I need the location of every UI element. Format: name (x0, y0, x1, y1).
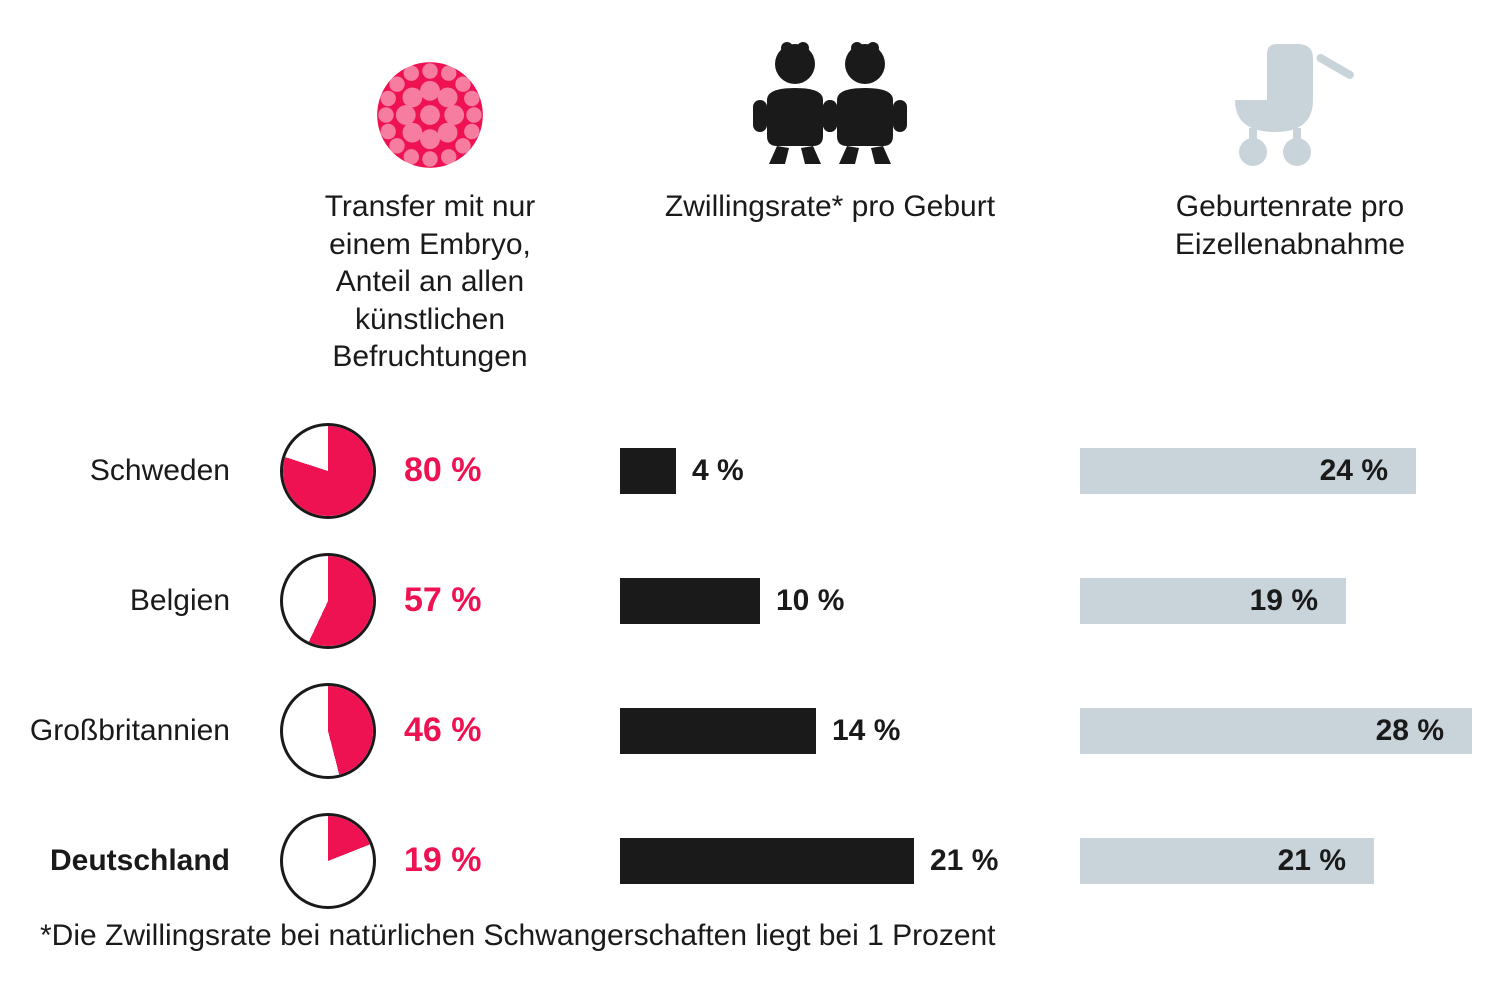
header-col-twins: Zwillingsrate* pro Geburt (620, 30, 1040, 406)
twin-bar-value: 14 % (832, 714, 900, 748)
header-col-pie-line1: Transfer mit nur einem Embryo, (325, 190, 536, 261)
birth-bar-cell: 28 % (1080, 666, 1500, 796)
header-col-twins-line1: Zwillingsrate* pro Geburt (665, 190, 995, 223)
twin-bar-cell: 14 % (620, 666, 1040, 796)
twin-bar-cell: 21 % (620, 796, 1040, 926)
embryo-icon (280, 30, 580, 170)
pie-chart (280, 423, 376, 519)
birth-bar: 24 % (1080, 448, 1416, 494)
header-col-birth: Geburtenrate pro Eizellenabnahme (1080, 30, 1500, 406)
birth-bar: 21 % (1080, 838, 1374, 884)
country-label: Deutschland (40, 796, 240, 926)
birth-bar-cell: 24 % (1080, 406, 1500, 536)
pie-chart (280, 553, 376, 649)
pie-value: 80 % (404, 451, 482, 490)
pie-value: 46 % (404, 711, 482, 750)
header-col-pie: Transfer mit nur einem Embryo, Anteil an… (280, 30, 580, 406)
birth-bar-value: 19 % (1250, 584, 1318, 618)
header-col-pie-line2: Anteil an allen künstlichen (336, 265, 524, 336)
twin-bar (620, 448, 676, 494)
birth-bar: 28 % (1080, 708, 1472, 754)
country-label: Großbritannien (40, 666, 240, 796)
pie-cell: 19 % (280, 796, 580, 926)
twin-bar-value: 10 % (776, 584, 844, 618)
infographic-grid: Transfer mit nur einem Embryo, Anteil an… (40, 30, 1460, 926)
birth-bar-value: 24 % (1320, 454, 1388, 488)
header-col-pie-line3: Befruchtungen (332, 340, 527, 373)
pie-value: 57 % (404, 581, 482, 620)
twin-bar-value: 21 % (930, 844, 998, 878)
birth-bar-cell: 21 % (1080, 796, 1500, 926)
twins-icon (620, 30, 1040, 170)
pie-chart (280, 683, 376, 779)
pram-icon (1080, 30, 1500, 170)
country-label: Schweden (40, 406, 240, 536)
twin-bar (620, 708, 816, 754)
pie-cell: 57 % (280, 536, 580, 666)
header-spacer (40, 30, 240, 406)
birth-bar-value: 21 % (1278, 844, 1346, 878)
twin-bar (620, 578, 760, 624)
twin-bar-cell: 4 % (620, 406, 1040, 536)
pie-chart (280, 813, 376, 909)
birth-bar-cell: 19 % (1080, 536, 1500, 666)
birth-bar: 19 % (1080, 578, 1346, 624)
country-label: Belgien (40, 536, 240, 666)
birth-bar-value: 28 % (1376, 714, 1444, 748)
twin-bar (620, 838, 914, 884)
twin-bar-cell: 10 % (620, 536, 1040, 666)
twin-bar-value: 4 % (692, 454, 744, 488)
pie-cell: 80 % (280, 406, 580, 536)
pie-cell: 46 % (280, 666, 580, 796)
pie-value: 19 % (404, 841, 482, 880)
footnote: *Die Zwillingsrate bei natürlichen Schwa… (40, 919, 996, 953)
header-col-birth-line1: Geburtenrate pro (1176, 190, 1404, 223)
header-col-birth-line2: Eizellenabnahme (1175, 228, 1405, 261)
